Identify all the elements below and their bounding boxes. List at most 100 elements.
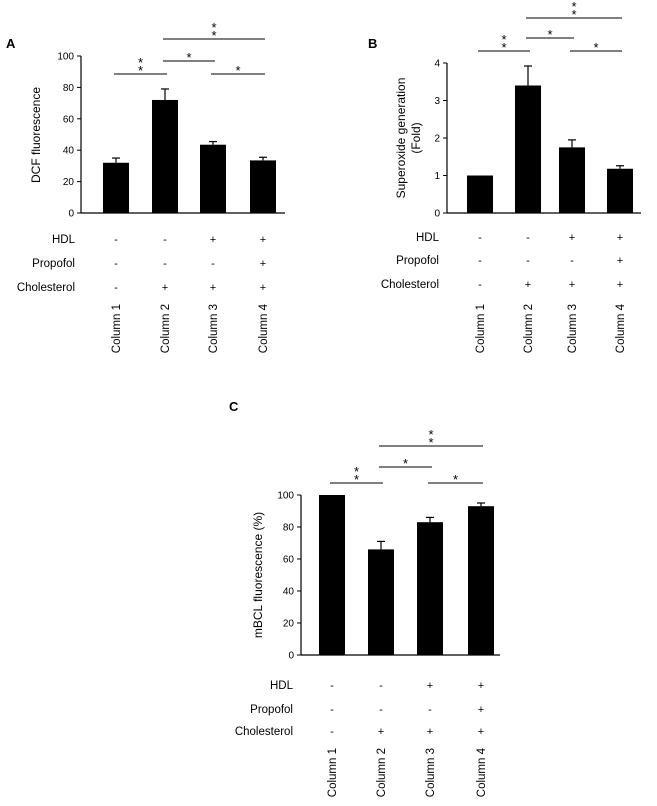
condition-sign: +	[427, 726, 433, 738]
condition-sign: -	[570, 255, 574, 267]
y-axis-title-line: Superoxide generation	[394, 78, 408, 199]
y-tick-label: 0	[288, 651, 294, 662]
y-tick-label: 1	[434, 171, 440, 182]
category-label: Column 2	[376, 748, 388, 797]
condition-sign: -	[114, 282, 118, 294]
condition-sign: -	[379, 704, 383, 716]
significance-star: *	[211, 28, 216, 43]
category-label: Column 3	[425, 748, 437, 797]
significance-star: *	[428, 435, 433, 450]
category-label: Column 1	[111, 304, 123, 353]
category-label: Column 1	[327, 748, 339, 797]
category-label: Column 3	[208, 304, 220, 353]
y-tick-label: 40	[283, 587, 295, 598]
y-axis-title: Superoxide generation(Fold)	[394, 78, 423, 199]
condition-label: Propofol	[396, 255, 439, 267]
condition-sign: +	[569, 232, 575, 244]
condition-sign: -	[478, 255, 482, 267]
significance-star: *	[547, 27, 552, 42]
condition-sign: +	[260, 258, 266, 270]
condition-sign: +	[617, 255, 623, 267]
y-tick-label: 20	[63, 177, 75, 188]
category-label: Column 1	[475, 304, 487, 353]
significance-star: *	[235, 63, 240, 78]
condition-sign: -	[163, 258, 167, 270]
y-tick-label: 3	[434, 96, 440, 107]
significance-star: *	[571, 7, 576, 22]
condition-label: HDL	[416, 232, 440, 244]
category-label: Column 4	[258, 303, 270, 353]
condition-label: Cholesterol	[235, 726, 293, 738]
y-tick-label: 60	[63, 114, 75, 125]
condition-sign: -	[478, 279, 482, 291]
condition-sign: +	[210, 282, 216, 294]
y-tick-label: 0	[68, 209, 74, 220]
significance-star: *	[571, 0, 576, 14]
bar	[515, 85, 541, 213]
condition-sign: +	[210, 234, 216, 246]
condition-sign: +	[478, 704, 484, 716]
condition-sign: -	[330, 680, 334, 692]
bar	[607, 168, 633, 213]
significance-star: *	[501, 32, 506, 47]
bar	[250, 160, 276, 213]
panel-c: C 0 20 40 60 80 100 mBCL fluorescence (%) HDL - - +…	[229, 399, 500, 797]
condition-sign: +	[569, 279, 575, 291]
category-label: Column 4	[476, 747, 488, 797]
condition-sign: -	[428, 704, 432, 716]
category-label: Column 3	[567, 304, 579, 353]
y-tick-label: 80	[283, 523, 295, 534]
category-label: Column 4	[615, 303, 627, 353]
y-axis-title: DCF fluorescence	[29, 87, 43, 183]
significance-star: *	[354, 472, 359, 487]
condition-sign: -	[114, 234, 118, 246]
condition-sign: +	[617, 279, 623, 291]
panel-letter: B	[368, 36, 377, 51]
bar	[468, 506, 494, 655]
y-tick-label: 20	[283, 619, 295, 630]
condition-label: Cholesterol	[17, 282, 75, 294]
bar	[559, 147, 585, 213]
condition-sign: +	[260, 234, 266, 246]
y-axis-title-line: (Fold)	[409, 122, 423, 153]
condition-sign: -	[379, 680, 383, 692]
bar	[368, 549, 394, 655]
bar	[152, 99, 178, 213]
category-label: Column 2	[160, 304, 172, 353]
bar	[200, 144, 226, 213]
condition-label: Propofol	[250, 704, 293, 716]
y-axis-title: mBCL fluorescence (%)	[251, 512, 265, 638]
condition-sign: -	[211, 258, 215, 270]
condition-sign: -	[526, 255, 530, 267]
bar	[417, 522, 443, 655]
panel-a: A 0 20 40 60 80 100 DCF fluorescence HDL - - + + Prop…	[6, 20, 285, 353]
significance-star: *	[354, 464, 359, 479]
significance-star: *	[403, 456, 408, 471]
condition-sign: -	[330, 726, 334, 738]
condition-sign: +	[478, 680, 484, 692]
condition-label: HDL	[52, 234, 76, 246]
condition-sign: -	[330, 704, 334, 716]
condition-sign: +	[260, 282, 266, 294]
condition-sign: +	[427, 680, 433, 692]
y-tick-label: 40	[63, 146, 75, 157]
y-tick-label: 80	[63, 83, 75, 94]
panel-b: B 0 1 2 3 4 Superoxide generation(Fold) HDL - - + +…	[368, 0, 641, 353]
condition-sign: -	[526, 232, 530, 244]
bar	[319, 495, 345, 655]
panel-letter: A	[6, 36, 16, 51]
significance-star: *	[428, 427, 433, 442]
significance-star: *	[211, 20, 216, 35]
condition-sign: -	[114, 258, 118, 270]
significance-star: *	[138, 63, 143, 78]
condition-sign: -	[163, 234, 167, 246]
category-label: Column 2	[523, 304, 535, 353]
condition-sign: -	[478, 232, 482, 244]
condition-label: Propofol	[32, 258, 75, 270]
significance-star: *	[186, 50, 191, 65]
y-tick-label: 2	[434, 134, 440, 145]
y-tick-label: 60	[283, 555, 295, 566]
condition-label: HDL	[270, 680, 294, 692]
significance-star: *	[501, 40, 506, 55]
